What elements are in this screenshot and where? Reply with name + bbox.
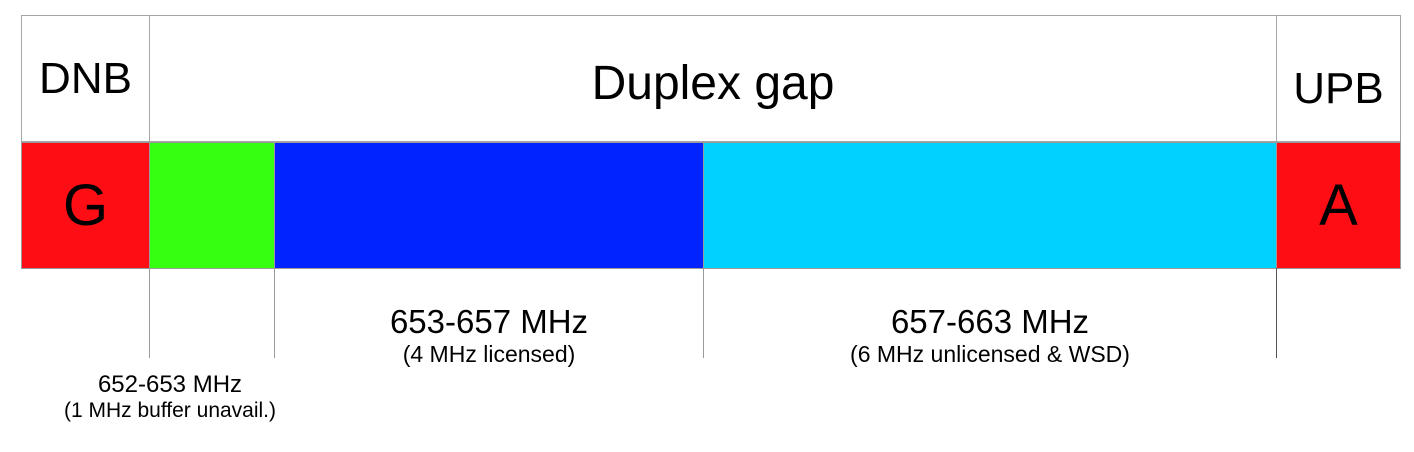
guard-band-letter: G <box>62 173 109 238</box>
duplex-gap-header: Duplex gap <box>149 15 1277 142</box>
buffer-label: 652-653 MHz (1 MHz buffer unavail.) <box>20 371 320 423</box>
dnb-label: DNB <box>39 53 132 103</box>
divider-line-653 <box>274 268 275 358</box>
divider-line-657 <box>703 268 704 358</box>
unlicensed-band <box>703 142 1277 269</box>
licensed-range: 653-657 MHz <box>389 303 589 340</box>
licensed-label: 653-657 MHz (4 MHz licensed) <box>274 303 704 368</box>
upb-label: UPB <box>1293 63 1384 113</box>
divider-line-652 <box>149 268 150 358</box>
uplink-band-a: A <box>1276 142 1401 269</box>
buffer-band <box>149 142 275 269</box>
buffer-note: (1 MHz buffer unavail.) <box>63 399 277 422</box>
unlicensed-label: 657-663 MHz (6 MHz unlicensed & WSD) <box>703 303 1277 368</box>
uplink-band-letter: A <box>1319 173 1358 238</box>
licensed-note: (4 MHz licensed) <box>402 341 576 367</box>
dnb-header: DNB <box>21 15 150 142</box>
upb-header: UPB <box>1276 15 1401 142</box>
unlicensed-note: (6 MHz unlicensed & WSD) <box>850 341 1130 367</box>
unlicensed-range: 657-663 MHz <box>890 303 1090 340</box>
buffer-range: 652-653 MHz <box>97 371 243 398</box>
divider-line-663 <box>1276 268 1277 358</box>
licensed-band <box>274 142 704 269</box>
guard-band-g: G <box>21 142 150 269</box>
duplex-gap-label: Duplex gap <box>591 57 835 110</box>
